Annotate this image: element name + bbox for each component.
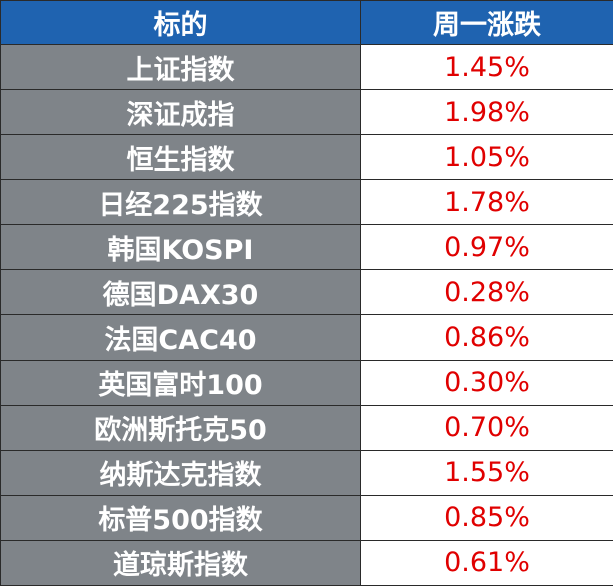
- table-row: 深证成指 1.98%: [0, 89, 613, 136]
- table-row: 韩国KOSPI 0.97%: [0, 224, 613, 271]
- table-row: 英国富时100 0.30%: [0, 359, 613, 406]
- index-name: 德国DAX30: [0, 269, 361, 316]
- table-body: 上证指数 1.45% 深证成指 1.98% 恒生指数 1.05% 日经225指数 1.78% 韩…: [0, 43, 613, 586]
- index-name: 上证指数: [0, 43, 361, 91]
- header-cell: 标的: [0, 0, 361, 45]
- header-cell: 周一涨跌: [360, 0, 613, 45]
- table-row: 欧洲斯托克50 0.70%: [0, 404, 613, 451]
- index-name: 恒生指数: [0, 134, 361, 181]
- weekly-change: 0.70%: [360, 404, 613, 451]
- index-name: 深证成指: [0, 89, 361, 136]
- table-row: 标普500指数 0.85%: [0, 494, 613, 541]
- index-name: 道琼斯指数: [0, 539, 361, 586]
- weekly-change: 1.45%: [360, 43, 613, 91]
- table-row: 德国DAX30 0.28%: [0, 269, 613, 316]
- table-row: 道琼斯指数 0.61%: [0, 539, 613, 586]
- weekly-change: 0.61%: [360, 539, 613, 586]
- index-name: 韩国KOSPI: [0, 224, 361, 271]
- weekly-change: 0.30%: [360, 359, 613, 406]
- weekly-change: 1.55%: [360, 449, 613, 496]
- table-header: 标的 周一涨跌: [0, 0, 613, 45]
- index-name: 欧洲斯托克50: [0, 404, 361, 451]
- index-name: 标普500指数: [0, 494, 361, 541]
- table-row: 纳斯达克指数 1.55%: [0, 449, 613, 496]
- weekly-change: 0.28%: [360, 269, 613, 316]
- index-name: 纳斯达克指数: [0, 449, 361, 496]
- weekly-change: 1.78%: [360, 179, 613, 226]
- index-name: 法国CAC40: [0, 314, 361, 361]
- index-name: 日经225指数: [0, 179, 361, 226]
- table-row: 法国CAC40 0.86%: [0, 314, 613, 361]
- weekly-change: 1.98%: [360, 89, 613, 136]
- table-row: 上证指数 1.45%: [0, 43, 613, 91]
- weekly-change: 0.86%: [360, 314, 613, 361]
- header-row: 标的 周一涨跌: [0, 0, 613, 45]
- weekly-change: 1.05%: [360, 134, 613, 181]
- weekly-change: 0.97%: [360, 224, 613, 271]
- weekly-change: 0.85%: [360, 494, 613, 541]
- index-name: 英国富时100: [0, 359, 361, 406]
- table-row: 日经225指数 1.78%: [0, 179, 613, 226]
- table-row: 恒生指数 1.05%: [0, 134, 613, 181]
